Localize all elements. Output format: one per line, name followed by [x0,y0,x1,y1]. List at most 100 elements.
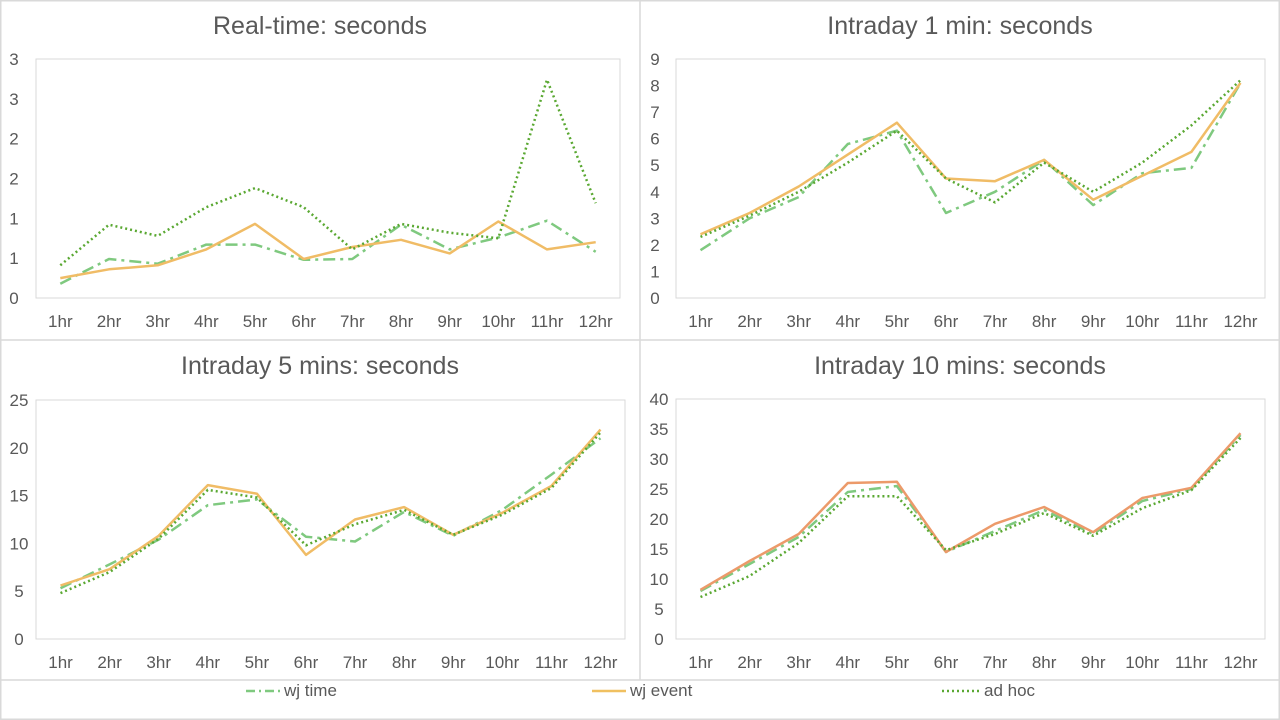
y-tick-label: 25 [650,480,669,499]
y-tick-label: 3 [9,90,18,109]
chart-title: Intraday 1 min: seconds [827,12,1092,40]
y-tick-label: 9 [650,50,659,69]
x-tick-label: 1hr [48,653,73,672]
y-tick-label: 3 [9,50,18,69]
y-tick-label: 0 [14,630,23,649]
y-tick-label: 7 [650,103,659,122]
x-tick-label: 7hr [983,312,1008,331]
x-tick-label: 10hr [1125,653,1159,672]
y-tick-label: 3 [650,209,659,228]
series-line-wj-time [699,434,1242,593]
plot-area-border [35,58,621,299]
x-tick-label: 4hr [836,312,861,331]
series-line-wj-event [60,428,602,587]
legend-swatch-wj-time [246,689,280,693]
series-line-ad-hoc [700,437,1242,599]
y-tick-label: 2 [9,170,18,189]
x-tick-label: 1hr [688,312,713,331]
x-tick-label: 11hr [1175,653,1208,672]
y-tick-label: 6 [650,130,659,149]
chart-panel-3: Intraday 5 mins: seconds 0 5 10 15 20 25 1hr 2hr… [10,352,626,672]
series-line-wj-time [59,219,597,285]
x-tick-label: 10hr [1125,312,1159,331]
x-tick-label: 11hr [531,312,564,331]
y-tick-label: 10 [10,534,29,553]
legend-swatch-ad-hoc [942,689,980,693]
legend-item-wj-time: wj time [246,680,337,702]
x-tick-label: 6hr [934,653,959,672]
y-tick-label: 25 [10,391,29,410]
x-tick-label: 8hr [1032,312,1057,331]
y-tick-label: 4 [650,183,659,202]
x-tick-label: 3hr [146,653,171,672]
x-tick-label: 10hr [485,653,519,672]
x-tick-label: 8hr [1032,653,1057,672]
x-tick-label: 9hr [1081,312,1106,331]
x-tick-label: 12hr [1223,312,1257,331]
y-tick-label: 5 [654,600,663,619]
x-tick-label: 9hr [1081,653,1106,672]
x-tick-label: 5hr [245,653,270,672]
chart-title: Real-time: seconds [213,12,427,40]
series-line-wj-time [59,437,602,590]
chart-legend: wj time wj event ad hoc [0,680,1280,702]
y-tick-label: 1 [650,262,659,281]
series-line-ad-hoc [60,431,602,595]
series-line-wj-event [60,220,596,280]
x-tick-label: 7hr [340,312,365,331]
chart-panel-2: Intraday 1 min: seconds 0 1 2 3 4 5 6 7 8 9 1hr 2hr 3… [650,12,1266,331]
x-tick-label: 3hr [145,312,170,331]
x-tick-label: 5hr [243,312,268,331]
x-tick-label: 5hr [885,653,910,672]
x-tick-label: 4hr [836,653,861,672]
y-tick-label: 15 [10,487,29,506]
x-tick-label: 12hr [1223,653,1257,672]
x-tick-label: 4hr [194,312,219,331]
legend-label-wj-event: wj event [630,681,693,700]
x-tick-label: 3hr [786,653,811,672]
x-tick-label: 9hr [437,312,462,331]
legend-item-ad-hoc: ad hoc [942,680,1035,702]
x-tick-label: 5hr [885,312,910,331]
x-tick-label: 2hr [97,312,122,331]
y-tick-label: 10 [650,570,669,589]
series-line-ad-hoc [59,78,597,267]
x-tick-label: 3hr [786,312,811,331]
chart-panel-4: Intraday 10 mins: seconds 0 5 10 15 20 25 30 35 4… [650,352,1266,672]
y-tick-label: 0 [9,289,18,308]
legend-label-ad-hoc: ad hoc [984,681,1036,700]
x-tick-label: 2hr [737,312,762,331]
x-tick-label: 2hr [97,653,122,672]
chart-title: Intraday 10 mins: seconds [814,352,1106,380]
x-tick-label: 6hr [294,653,319,672]
series-line-ad-hoc [700,79,1242,239]
chart-panel-1: Real-time: seconds 0 1 1 2 2 3 3 1hr 2hr 3hr 4hr 5hr… [9,12,621,331]
x-tick-label: 11hr [535,653,568,672]
plot-area-border [675,398,1266,640]
y-tick-label: 8 [650,77,659,96]
x-tick-label: 4hr [196,653,221,672]
x-tick-label: 7hr [343,653,368,672]
legend-item-wj-event: wj event [592,680,692,702]
x-tick-label: 10hr [481,312,515,331]
y-tick-label: 0 [654,630,663,649]
x-tick-label: 1hr [48,312,73,331]
y-tick-label: 5 [14,582,23,601]
x-tick-label: 1hr [688,653,713,672]
x-tick-label: 11hr [1175,312,1208,331]
x-tick-label: 12hr [583,653,617,672]
y-tick-label: 35 [650,420,669,439]
plot-area-border [675,58,1266,299]
y-tick-label: 2 [9,130,18,149]
chart-title: Intraday 5 mins: seconds [181,352,459,380]
x-tick-label: 12hr [579,312,613,331]
y-tick-label: 2 [650,236,659,255]
y-tick-label: 1 [9,209,18,228]
x-tick-label: 8hr [392,653,417,672]
series-line-wj-event [699,432,1242,591]
y-tick-label: 30 [650,450,669,469]
x-tick-label: 6hr [934,312,959,331]
x-tick-label: 9hr [441,653,466,672]
y-tick-label: 20 [650,510,669,529]
legend-swatch-wj-event [592,689,626,693]
